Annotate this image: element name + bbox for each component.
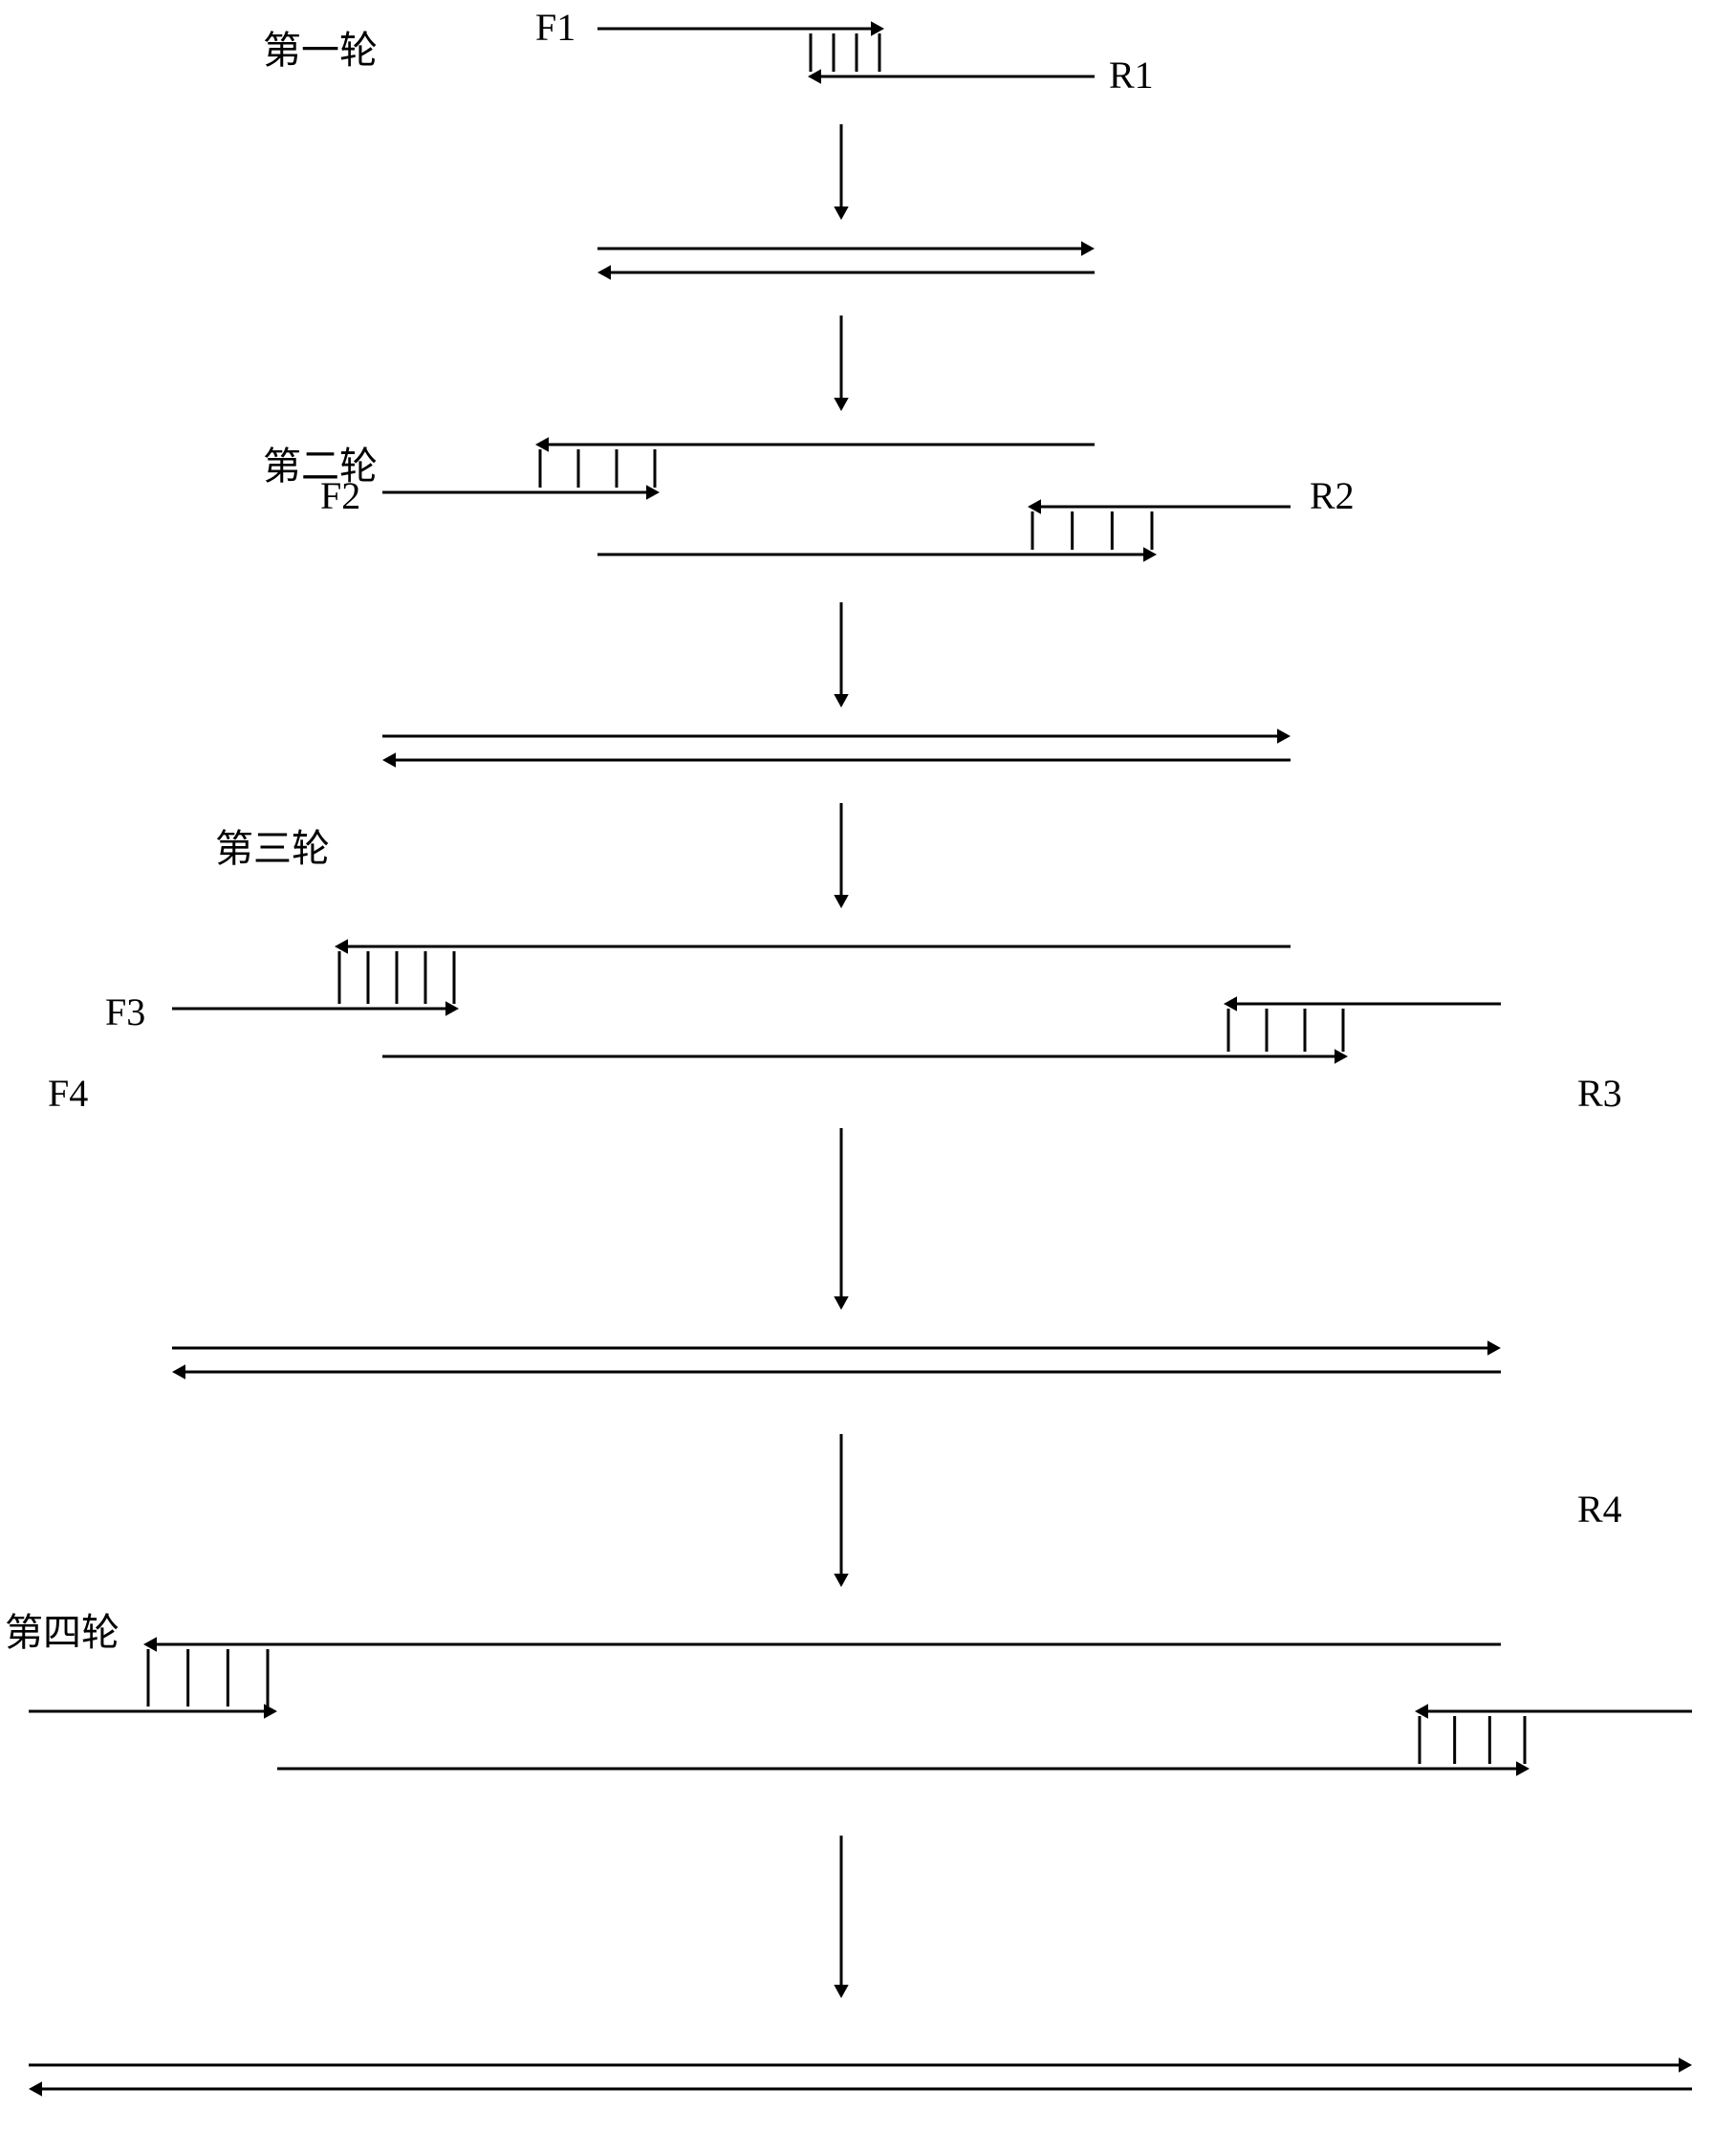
r4-label: R4 (1577, 1487, 1622, 1532)
round3-label: 第三轮 (215, 817, 330, 873)
round1-label: 第一轮 (263, 19, 378, 75)
r1-label: R1 (1109, 53, 1154, 98)
diagram-canvas (0, 0, 1736, 2131)
f1-label: F1 (535, 5, 575, 50)
f4-label: F4 (48, 1071, 88, 1116)
r2-label: R2 (1310, 473, 1355, 518)
f2-label: F2 (320, 473, 360, 518)
round4-label: 第四轮 (5, 1601, 119, 1657)
f3-label: F3 (105, 989, 145, 1034)
r3-label: R3 (1577, 1071, 1622, 1116)
